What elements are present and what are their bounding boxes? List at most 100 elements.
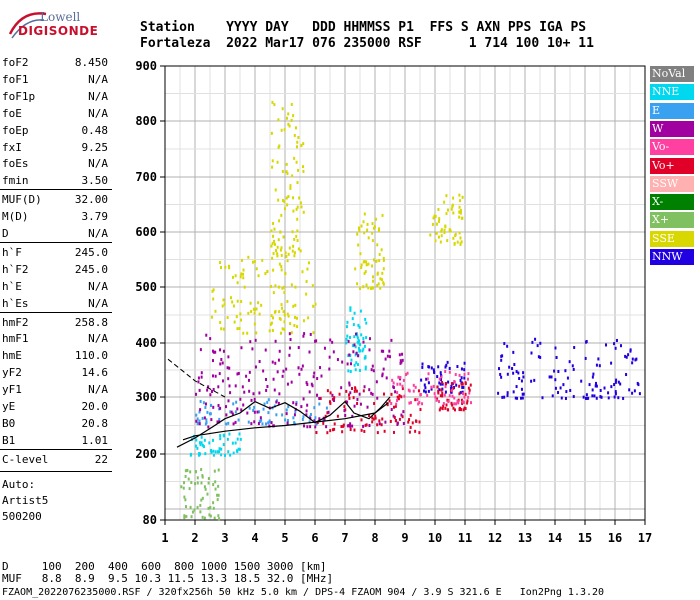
echo-point xyxy=(221,361,224,365)
echo-point xyxy=(358,229,361,233)
echo-point xyxy=(212,506,215,510)
echo-point xyxy=(351,344,354,348)
echo-point xyxy=(219,348,222,352)
echo-point xyxy=(463,372,466,376)
echo-point xyxy=(539,355,542,359)
echo-point xyxy=(427,365,430,369)
echo-point xyxy=(375,259,378,263)
echo-point xyxy=(438,217,441,221)
echo-point xyxy=(309,332,312,336)
echo-point xyxy=(277,118,280,122)
echo-point xyxy=(207,506,210,510)
echo-point xyxy=(290,331,293,335)
echo-point xyxy=(371,231,374,235)
echo-point xyxy=(414,419,417,423)
echo-point xyxy=(292,304,295,308)
echo-point xyxy=(236,299,239,303)
echo-point xyxy=(392,430,395,434)
x-tick-label: 1 xyxy=(161,531,168,545)
echo-point xyxy=(294,285,297,289)
echo-point xyxy=(378,227,381,231)
echo-point xyxy=(240,346,243,350)
echo-point xyxy=(354,368,357,372)
echo-point xyxy=(182,486,185,490)
echo-point xyxy=(196,476,199,480)
echo-point xyxy=(183,481,186,485)
echo-point xyxy=(441,380,444,384)
echo-point xyxy=(279,317,282,321)
echo-point xyxy=(219,434,222,438)
echo-point xyxy=(308,390,311,394)
echo-point xyxy=(190,515,193,519)
echo-point xyxy=(456,365,459,369)
echo-point xyxy=(302,165,305,169)
echo-point xyxy=(308,420,311,424)
echo-point xyxy=(585,396,588,400)
echo-point xyxy=(218,517,221,521)
echo-point xyxy=(190,481,193,485)
echo-point xyxy=(448,366,451,370)
echo-point xyxy=(323,346,326,350)
param-name: foE xyxy=(2,106,22,120)
echo-point xyxy=(379,286,382,290)
echo-point xyxy=(462,392,465,396)
echo-point xyxy=(219,260,222,264)
echo-point xyxy=(202,445,205,449)
echo-point xyxy=(550,375,553,379)
echo-point xyxy=(253,259,256,263)
echo-point xyxy=(534,337,537,341)
echo-point xyxy=(285,412,288,416)
echo-point xyxy=(281,327,284,331)
echo-point xyxy=(457,398,460,402)
echo-point xyxy=(329,338,332,342)
echo-point xyxy=(409,413,412,417)
echo-point xyxy=(357,323,360,327)
echo-point xyxy=(303,424,306,428)
echo-point xyxy=(239,275,242,279)
param-value: N/A xyxy=(88,89,108,103)
echo-point xyxy=(445,363,448,367)
param-row: B0 20.8 xyxy=(2,417,108,431)
echo-point xyxy=(397,397,400,401)
echo-point xyxy=(254,365,257,369)
echo-point xyxy=(373,401,376,405)
echo-point xyxy=(277,401,280,405)
echo-point xyxy=(394,404,397,408)
echo-point xyxy=(349,306,352,310)
echo-point xyxy=(292,416,295,420)
echo-cluster-nnw xyxy=(497,337,641,400)
echo-point xyxy=(252,307,255,311)
echo-point xyxy=(270,244,273,248)
echo-point xyxy=(247,255,250,259)
echo-point xyxy=(349,335,352,339)
echo-point xyxy=(374,414,377,418)
echo-point xyxy=(358,392,361,396)
echo-point xyxy=(219,437,222,441)
echo-point xyxy=(348,353,351,357)
echo-point xyxy=(379,277,382,281)
echo-point xyxy=(364,367,367,371)
echo-point xyxy=(368,388,371,392)
echo-point xyxy=(461,402,464,406)
echo-point xyxy=(398,417,401,421)
echo-point xyxy=(399,376,402,380)
echo-point xyxy=(285,367,288,371)
echo-point xyxy=(357,354,360,358)
echo-point xyxy=(336,358,339,362)
param-value: 258.8 xyxy=(74,315,108,329)
echo-point xyxy=(221,379,224,383)
echo-point xyxy=(238,432,241,436)
echo-point xyxy=(376,271,379,275)
echo-point xyxy=(183,514,186,518)
echo-point xyxy=(438,377,441,381)
echo-point xyxy=(302,415,305,419)
echo-point xyxy=(358,346,361,350)
echo-point xyxy=(189,453,192,457)
echo-point xyxy=(243,390,246,394)
echo-point xyxy=(380,423,383,427)
echo-point xyxy=(408,418,411,422)
echo-point xyxy=(296,217,299,221)
y-tick-label: 800 xyxy=(135,114,157,128)
echo-point xyxy=(463,406,466,410)
echo-point xyxy=(306,383,309,387)
